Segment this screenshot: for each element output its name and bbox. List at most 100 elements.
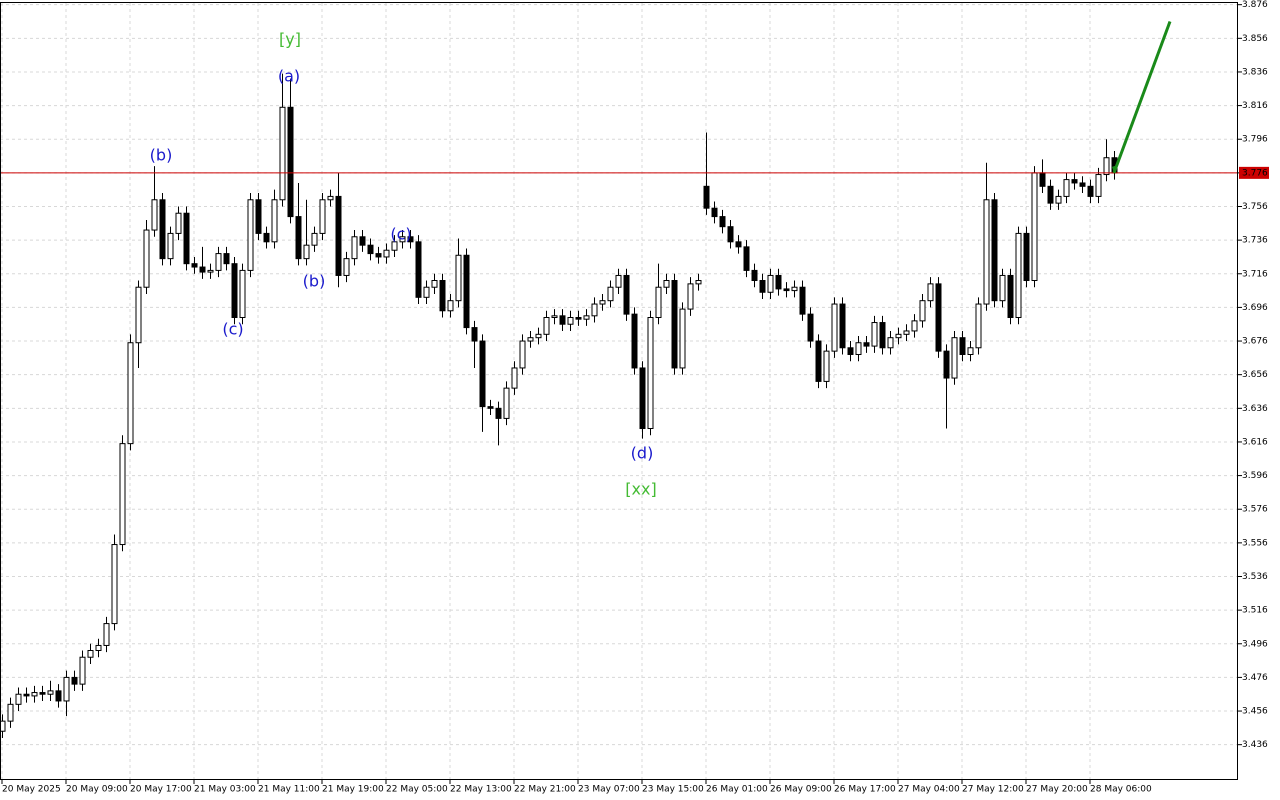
candle-body [263, 232, 270, 243]
x-tick-label: 22 May 21:00 [514, 785, 576, 795]
candle-body [135, 286, 142, 344]
candle-body [439, 280, 446, 312]
candle-body [943, 350, 950, 379]
candle-body [143, 229, 150, 288]
candle-body [751, 269, 758, 281]
forecast-line [1112, 20, 1172, 174]
candle-body [807, 313, 814, 342]
candle-body [775, 274, 782, 290]
candle-body [191, 263, 198, 268]
y-tick-label: 3.476 [1242, 673, 1268, 683]
candle-body [823, 350, 830, 382]
candle-body [759, 280, 766, 293]
candle-body [343, 258, 350, 276]
candle-body [23, 693, 30, 697]
candle-body [855, 342, 862, 355]
candle-body [1103, 157, 1110, 176]
candle-body [695, 280, 702, 285]
candle-body [591, 303, 598, 317]
candle-body [935, 283, 942, 352]
y-tick-label: 3.796 [1242, 135, 1268, 145]
candle-body [799, 286, 806, 315]
candle-body [47, 690, 54, 695]
y-tick-label: 3.456 [1242, 707, 1268, 717]
candle-body [1047, 185, 1054, 204]
candle-body [535, 333, 542, 339]
candle-body [167, 232, 174, 260]
candle-body [655, 286, 662, 318]
candle-body [735, 241, 742, 248]
candle-body [743, 246, 750, 271]
candle-body [639, 367, 646, 430]
candle-body [319, 199, 326, 234]
y-tick-label: 3.556 [1242, 538, 1268, 548]
price-label: 3.776 [1242, 168, 1268, 178]
candle-body [399, 236, 406, 243]
candle-body [375, 253, 382, 258]
x-tick-label: 26 May 01:00 [706, 785, 768, 795]
candle-body [647, 317, 654, 429]
x-tick-label: 27 May 12:00 [962, 785, 1024, 795]
candle-body [15, 693, 22, 705]
candle-body [455, 254, 462, 302]
x-tick-label: 23 May 15:00 [642, 785, 704, 795]
price-label-box [1239, 166, 1269, 179]
y-tick-label: 3.616 [1242, 437, 1268, 447]
candle-body [279, 106, 286, 201]
candle-body [383, 249, 390, 258]
candle-body [719, 216, 726, 228]
candle-body [1007, 274, 1014, 319]
x-tick-label: 27 May 04:00 [898, 785, 960, 795]
candle-body [431, 280, 438, 288]
candle-body [831, 303, 838, 352]
candle-body [199, 266, 206, 273]
candle-body [967, 347, 974, 356]
candle-body [887, 337, 894, 349]
candle-body [615, 274, 622, 288]
candle-body [231, 263, 238, 319]
candle-body [959, 337, 966, 356]
x-tick-label: 22 May 05:00 [386, 785, 448, 795]
x-tick-label: 23 May 07:00 [578, 785, 640, 795]
candle-body [327, 195, 334, 201]
x-tick-label: 20 May 17:00 [130, 785, 192, 795]
candle-body [39, 692, 46, 695]
forecast-head [1112, 164, 1118, 173]
candle-body [159, 199, 166, 260]
wave-label: (c) [390, 225, 411, 244]
candle-body [479, 340, 486, 408]
candle-body [295, 216, 302, 260]
candle-body [871, 322, 878, 347]
candle-body [543, 317, 550, 335]
candle-body [1023, 232, 1030, 281]
candle-body [71, 676, 78, 685]
wave-label: [xx] [625, 480, 656, 499]
candle-body [31, 692, 38, 697]
annotations: [y] (a) (b) (c) (b) (c) (d) [xx] [150, 30, 657, 499]
candle-body [1087, 185, 1094, 197]
candle-body [583, 315, 590, 320]
y-tick-label: 3.816 [1242, 101, 1268, 111]
candle-body [727, 226, 734, 243]
candle-body [551, 315, 558, 318]
x-tick-label: 20 May 2025 [2, 785, 61, 795]
y-tick-label: 3.716 [1242, 269, 1268, 279]
candle-body [903, 330, 910, 335]
candle-body [975, 303, 982, 349]
candle-body [247, 199, 254, 271]
candle-body [983, 199, 990, 305]
candle-body [1031, 172, 1038, 281]
candle-body [1063, 179, 1070, 197]
y-tick-label: 3.876 [1242, 0, 1268, 10]
candle-body [791, 286, 798, 292]
candle-body [567, 317, 574, 325]
overlay [0, 20, 1238, 174]
candle-body [0, 720, 6, 732]
y-tick-label: 3.636 [1242, 404, 1268, 414]
candle-body [895, 333, 902, 339]
candle-body [255, 199, 262, 234]
candle-body [127, 342, 134, 445]
candle-body [367, 244, 374, 255]
candle-body [183, 212, 190, 265]
candle-body [711, 207, 718, 218]
